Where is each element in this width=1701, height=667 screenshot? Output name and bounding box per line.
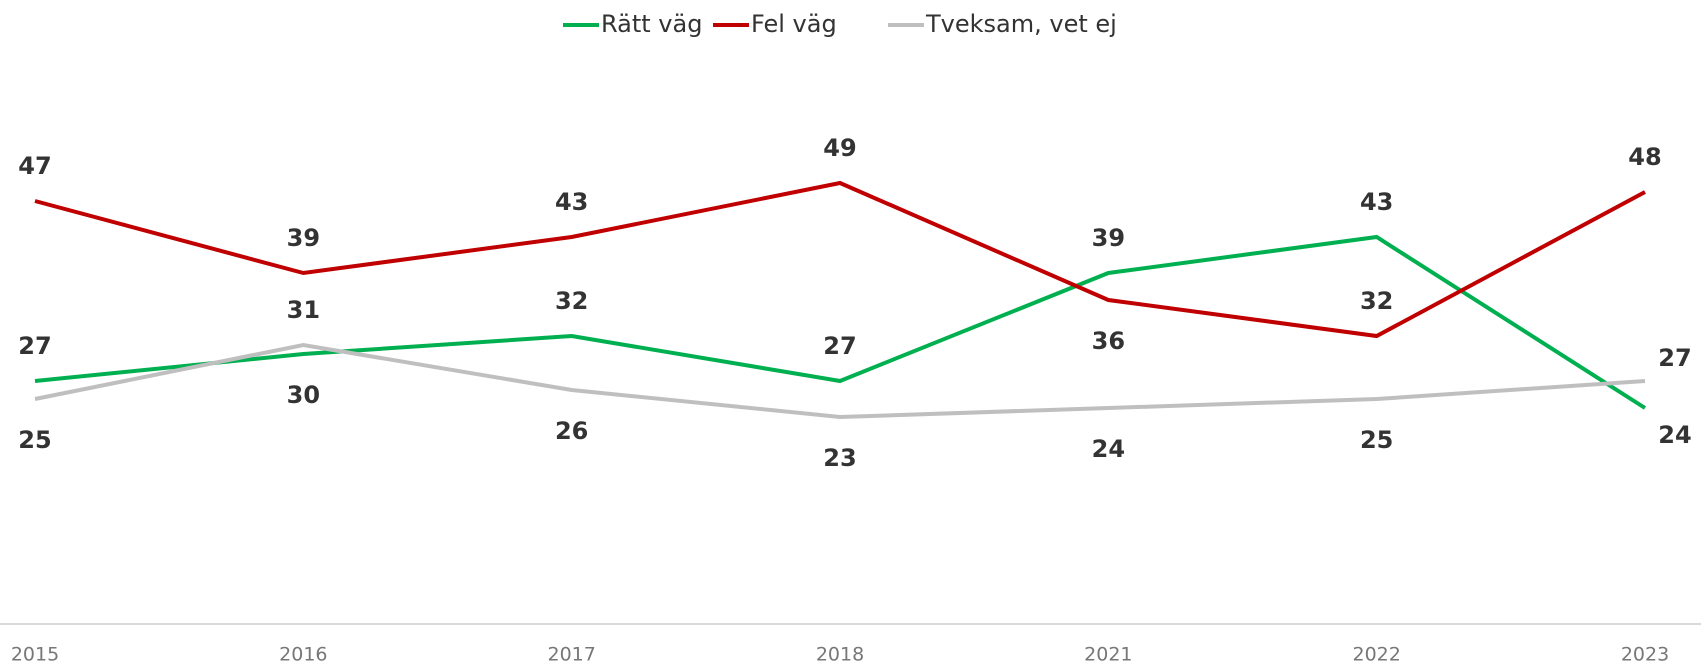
data-label: 27 [1658,344,1691,372]
data-label: 30 [287,381,320,409]
data-label: 32 [1360,287,1393,315]
data-label: 47 [18,152,51,180]
x-tick-label: 2023 [1621,644,1669,666]
data-label: 25 [1360,426,1393,454]
data-label: 23 [823,444,856,472]
data-label: 24 [1658,421,1691,449]
x-tick-label: 2018 [816,644,864,666]
data-label: 31 [287,296,320,324]
data-label: 27 [18,332,51,360]
data-label: 32 [555,287,588,315]
data-label: 48 [1628,143,1661,171]
legend-label: Fel väg [751,10,837,38]
x-tick-label: 2015 [11,644,59,666]
data-label: 43 [1360,188,1393,216]
data-label: 39 [287,224,320,252]
line-series [34,234,1647,410]
x-tick-label: 2021 [1084,644,1132,666]
legend-label: Tveksam, vet ej [925,10,1117,38]
data-label: 43 [555,188,588,216]
data-label: 39 [1092,224,1125,252]
data-label: 24 [1092,435,1125,463]
line-series [34,342,1646,420]
data-label: 49 [823,134,856,162]
legend-label: Rätt väg [601,10,702,38]
x-tick-label: 2022 [1352,644,1400,666]
x-tick-label: 2016 [279,644,327,666]
data-label: 26 [555,417,588,445]
x-tick-label: 2017 [547,644,595,666]
data-label: 27 [823,332,856,360]
data-label: 25 [18,426,51,454]
line-series [34,180,1646,339]
data-label: 36 [1092,327,1125,355]
